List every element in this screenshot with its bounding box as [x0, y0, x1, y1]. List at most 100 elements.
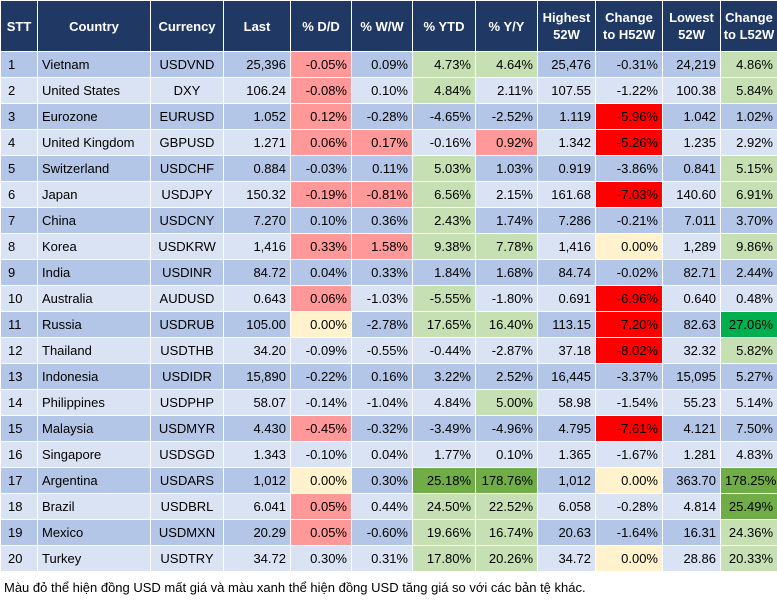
cell-yy: -4.96%: [475, 415, 538, 442]
cell-dd: 0.06%: [290, 129, 352, 156]
cell-high: 58.98: [537, 389, 596, 416]
cell-dd: 0.12%: [290, 103, 352, 130]
table-row: 9 India USDINR 84.72 0.04% 0.33% 1.84% 1.68% 84.…: [0, 259, 777, 286]
header-change-h52: Change to H52W: [595, 0, 663, 52]
cell-stt: 20: [0, 545, 38, 572]
cell-currency: USDCNY: [150, 207, 224, 234]
cell-yy: -1.80%: [475, 285, 538, 312]
cell-currency: USDMXN: [150, 519, 224, 546]
cell-yy: 22.52%: [475, 493, 538, 520]
table-row: 8 Korea USDKRW 1,416 0.33% 1.58% 9.38% 7.78% 1,4…: [0, 233, 777, 260]
cell-high: 0.691: [537, 285, 596, 312]
cell-last: 1.343: [223, 441, 291, 468]
cell-last: 1,416: [223, 233, 291, 260]
cell-last: 6.041: [223, 493, 291, 520]
table-row: 15 Malaysia USDMYR 4.430 -0.45% -0.32% -3.49% -…: [0, 415, 777, 442]
cell-last: 1,012: [223, 467, 291, 494]
cell-stt: 10: [0, 285, 38, 312]
cell-stt: 15: [0, 415, 38, 442]
cell-low: 32.32: [662, 337, 721, 364]
cell-last: 34.72: [223, 545, 291, 572]
cell-dd: 0.04%: [290, 259, 352, 286]
cell-ytd: 4.84%: [412, 77, 476, 104]
cell-low: 1.235: [662, 129, 721, 156]
header-high52: Highest 52W: [537, 0, 596, 52]
cell-dd: 0.10%: [290, 207, 352, 234]
cell-ww: -1.04%: [351, 389, 413, 416]
cell-stt: 12: [0, 337, 38, 364]
cell-country: Brazil: [37, 493, 151, 520]
cell-dd: 0.06%: [290, 285, 352, 312]
cell-low: 1,289: [662, 233, 721, 260]
cell-chh: -0.28%: [595, 493, 663, 520]
cell-yy: -2.52%: [475, 103, 538, 130]
cell-high: 1.365: [537, 441, 596, 468]
cell-stt: 18: [0, 493, 38, 520]
cell-chl: 5.15%: [720, 155, 777, 182]
cell-ytd: 1.84%: [412, 259, 476, 286]
currency-table: STT Country Currency Last % D/D % W/W % …: [0, 0, 777, 572]
header-ww: % W/W: [351, 0, 413, 52]
cell-last: 25,396: [223, 51, 291, 78]
cell-currency: USDCHF: [150, 155, 224, 182]
cell-ytd: -3.49%: [412, 415, 476, 442]
cell-high: 1.342: [537, 129, 596, 156]
cell-currency: USDPHP: [150, 389, 224, 416]
header-last: Last: [223, 0, 291, 52]
cell-yy: 1.03%: [475, 155, 538, 182]
header-stt: STT: [0, 0, 38, 52]
cell-last: 58.07: [223, 389, 291, 416]
cell-low: 0.841: [662, 155, 721, 182]
cell-ytd: -4.65%: [412, 103, 476, 130]
cell-currency: USDMYR: [150, 415, 224, 442]
cell-yy: 5.00%: [475, 389, 538, 416]
cell-ww: 1.58%: [351, 233, 413, 260]
cell-high: 16,445: [537, 363, 596, 390]
header-dd: % D/D: [290, 0, 352, 52]
cell-low: 55.23: [662, 389, 721, 416]
cell-ww: -0.60%: [351, 519, 413, 546]
table-row: 7 China USDCNY 7.270 0.10% 0.36% 2.43% 1.74% 7.2…: [0, 207, 777, 234]
cell-currency: EURUSD: [150, 103, 224, 130]
cell-chl: 5.82%: [720, 337, 777, 364]
cell-last: 4.430: [223, 415, 291, 442]
cell-chh: 0.00%: [595, 545, 663, 572]
cell-last: 0.884: [223, 155, 291, 182]
cell-low: 15,095: [662, 363, 721, 390]
cell-currency: USDVND: [150, 51, 224, 78]
footnote: Màu đỏ thể hiện đồng USD mất giá và màu …: [4, 580, 586, 595]
table-body: 1 Vietnam USDVND 25,396 -0.05% 0.09% 4.73% 4.64…: [0, 51, 777, 572]
cell-low: 100.38: [662, 77, 721, 104]
cell-ytd: 25.18%: [412, 467, 476, 494]
cell-chl: 0.48%: [720, 285, 777, 312]
cell-chl: 2.92%: [720, 129, 777, 156]
cell-country: Russia: [37, 311, 151, 338]
cell-high: 7.286: [537, 207, 596, 234]
cell-ytd: 19.66%: [412, 519, 476, 546]
header-ytd: % YTD: [412, 0, 476, 52]
cell-yy: 16.74%: [475, 519, 538, 546]
cell-stt: 9: [0, 259, 38, 286]
cell-dd: -0.09%: [290, 337, 352, 364]
cell-country: Australia: [37, 285, 151, 312]
cell-country: Philippines: [37, 389, 151, 416]
cell-ytd: 5.03%: [412, 155, 476, 182]
cell-stt: 3: [0, 103, 38, 130]
cell-stt: 7: [0, 207, 38, 234]
cell-dd: 0.33%: [290, 233, 352, 260]
cell-country: Turkey: [37, 545, 151, 572]
table-row: 6 Japan USDJPY 150.32 -0.19% -0.81% 6.56% 2.15%…: [0, 181, 777, 208]
header-currency: Currency: [150, 0, 224, 52]
cell-high: 37.18: [537, 337, 596, 364]
table-row: 5 Switzerland USDCHF 0.884 -0.03% 0.11% 5.03% 1…: [0, 155, 777, 182]
table-row: 17 Argentina USDARS 1,012 0.00% 0.30% 25.18% 17…: [0, 467, 777, 494]
cell-ytd: -0.44%: [412, 337, 476, 364]
cell-yy: 0.10%: [475, 441, 538, 468]
cell-stt: 19: [0, 519, 38, 546]
cell-currency: USDBRL: [150, 493, 224, 520]
cell-ytd: -5.55%: [412, 285, 476, 312]
cell-last: 84.72: [223, 259, 291, 286]
cell-dd: 0.05%: [290, 519, 352, 546]
cell-ww: -2.78%: [351, 311, 413, 338]
cell-low: 140.60: [662, 181, 721, 208]
